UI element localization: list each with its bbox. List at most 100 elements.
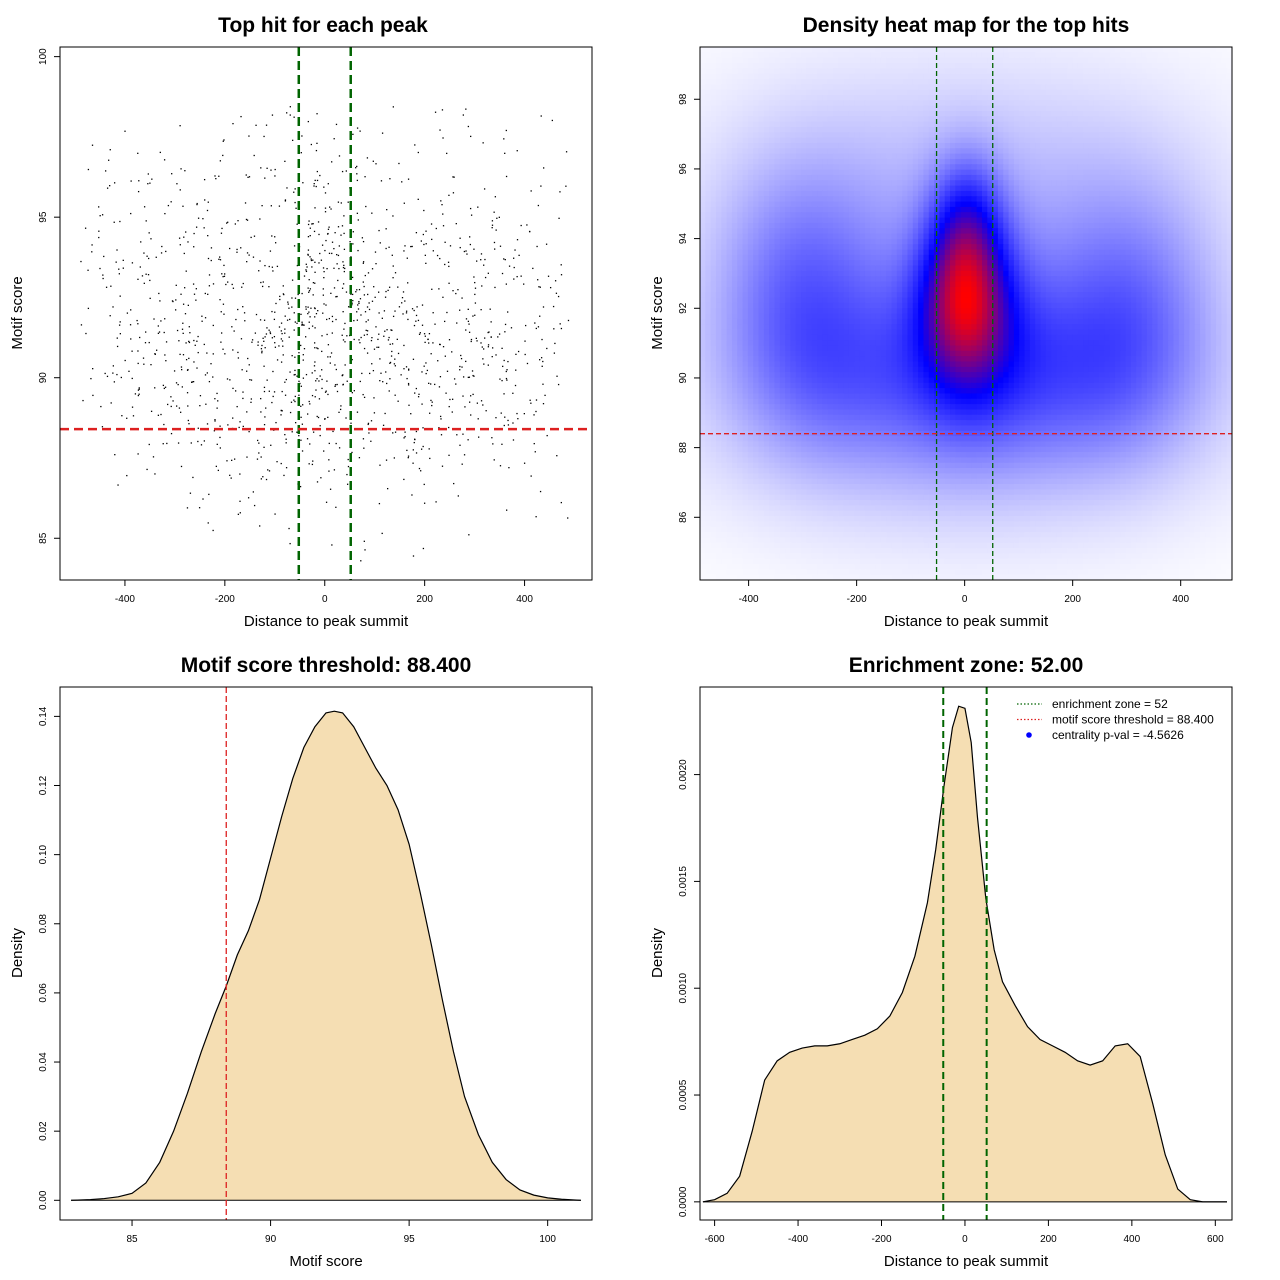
heatmap-cell: [731, 68, 738, 75]
data-point: [237, 351, 239, 354]
data-point: [386, 382, 388, 385]
data-point: [330, 208, 332, 210]
data-point: [280, 338, 283, 340]
data-point: [430, 399, 432, 402]
heatmap-cell: [763, 180, 770, 187]
heatmap-cell: [715, 185, 722, 192]
data-point: [226, 378, 229, 380]
data-point: [298, 394, 300, 396]
data-point: [295, 207, 297, 209]
data-point: [441, 109, 444, 111]
data-point: [161, 245, 163, 248]
data-point: [193, 293, 196, 295]
data-point: [343, 328, 345, 330]
heatmap-cell: [1061, 84, 1068, 91]
data-point: [554, 280, 557, 282]
heatmap-cell: [1093, 217, 1100, 224]
heatmap-cell: [918, 110, 925, 117]
heatmap-cell: [923, 47, 930, 53]
heatmap-cell: [891, 185, 898, 192]
data-point: [378, 502, 381, 505]
heatmap-cell: [1226, 84, 1232, 91]
heatmap-cell: [1045, 142, 1052, 149]
heatmap-cell: [742, 185, 749, 192]
heatmap-cell: [1205, 110, 1212, 117]
heatmap-cell: [880, 68, 887, 75]
data-point: [417, 151, 419, 154]
heatmap-cell: [779, 84, 786, 91]
heatmap-cell: [827, 222, 834, 229]
data-point: [379, 242, 381, 244]
data-point: [303, 348, 306, 350]
data-point: [137, 389, 140, 391]
data-point: [424, 341, 426, 344]
heatmap-cell: [726, 94, 733, 101]
heatmap-cell: [1051, 121, 1058, 128]
data-point: [336, 390, 339, 393]
heatmap-cell: [1152, 78, 1159, 85]
data-point: [246, 261, 248, 263]
data-point: [216, 407, 218, 409]
heatmap-cell: [747, 137, 754, 144]
heatmap-cell: [1136, 94, 1143, 101]
heatmap-cell: [1104, 121, 1111, 128]
heatmap-cell: [742, 148, 749, 155]
heatmap-cell: [1120, 57, 1127, 64]
heatmap-cell: [774, 132, 781, 139]
heatmap-cell: [960, 126, 967, 133]
heatmap-cell: [928, 78, 935, 85]
data-point: [186, 392, 189, 394]
heatmap-cell: [1093, 190, 1100, 197]
heatmap-cell: [1205, 164, 1212, 171]
data-point: [314, 370, 316, 372]
heatmap-cell: [763, 185, 770, 192]
heatmap-cell: [838, 153, 845, 160]
data-point: [368, 308, 371, 311]
data-point: [556, 375, 558, 377]
data-point: [560, 501, 562, 504]
heatmap-cell: [976, 196, 983, 203]
heatmap-cell: [886, 78, 893, 85]
heatmap-cell: [726, 52, 733, 59]
heatmap-cell: [886, 126, 893, 133]
data-point: [482, 358, 484, 360]
data-point: [284, 160, 286, 163]
data-point: [466, 253, 468, 255]
heatmap-cell: [1173, 110, 1180, 117]
heatmap-cell: [880, 105, 887, 112]
data-point: [463, 250, 466, 253]
heatmap-cell: [1035, 132, 1042, 139]
data-point: [351, 451, 353, 454]
data-point: [148, 341, 150, 344]
heatmap-cell: [763, 169, 770, 176]
data-point: [469, 401, 471, 403]
data-point: [238, 426, 240, 429]
heatmap-cell: [896, 73, 903, 80]
heatmap-cell: [779, 132, 786, 139]
data-point: [315, 149, 318, 152]
heatmap-cell: [918, 228, 925, 235]
data-point: [265, 333, 268, 335]
heatmap-cell: [896, 206, 903, 213]
heatmap-cell: [1178, 201, 1185, 208]
heatmap-cell: [1120, 201, 1127, 208]
heatmap-cell: [817, 158, 823, 165]
heatmap-cell: [896, 68, 903, 75]
heatmap-cell: [918, 105, 925, 112]
heatmap-cell: [769, 132, 776, 139]
heatmap-cell: [833, 94, 839, 101]
data-point: [158, 331, 161, 333]
heatmap-cell: [721, 185, 728, 192]
heatmap-cell: [1120, 169, 1127, 176]
heatmap-cell: [758, 57, 765, 64]
data-point: [259, 319, 262, 321]
data-point: [163, 331, 165, 334]
heatmap-cell: [1173, 132, 1180, 139]
data-point: [391, 254, 393, 256]
data-point: [382, 381, 384, 383]
data-point: [331, 252, 333, 255]
data-point: [261, 344, 263, 347]
heatmap-cell: [1194, 164, 1201, 171]
data-point: [294, 395, 296, 398]
heatmap-cell: [1200, 158, 1206, 165]
